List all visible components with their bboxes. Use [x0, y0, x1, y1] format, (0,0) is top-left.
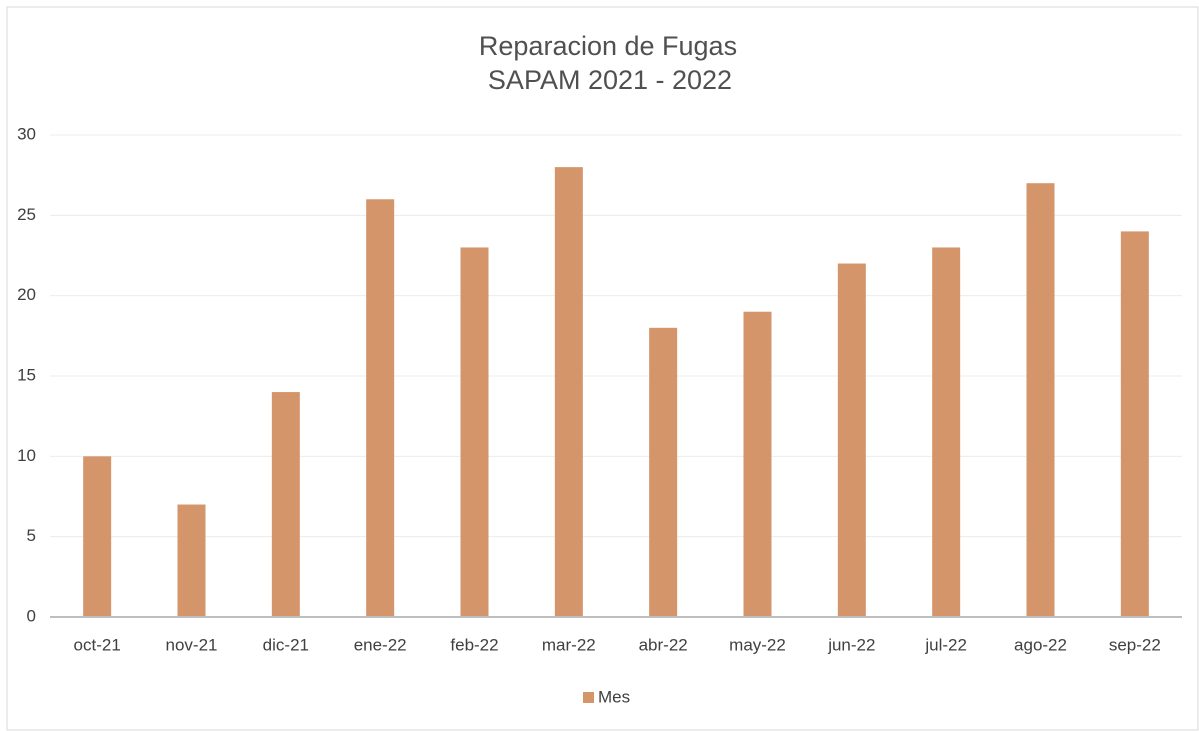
x-tick-label: oct-21 [74, 635, 121, 654]
bar [554, 167, 583, 617]
y-tick-label: 10 [17, 446, 36, 465]
x-tick-label: ago-22 [1014, 635, 1067, 654]
bar [1026, 183, 1055, 617]
bar [177, 504, 206, 617]
x-tick-label: may-22 [729, 635, 786, 654]
x-tick-label: dic-21 [263, 635, 309, 654]
y-tick-label: 20 [17, 285, 36, 304]
bar [649, 327, 678, 617]
y-tick-label: 5 [27, 526, 36, 545]
bar [1120, 231, 1149, 617]
y-tick-label: 30 [17, 124, 36, 143]
x-tick-label: ene-22 [354, 635, 407, 654]
x-tick-label: feb-22 [450, 635, 498, 654]
y-tick-label: 25 [17, 205, 36, 224]
bar [932, 247, 961, 617]
x-tick-label: abr-22 [639, 635, 688, 654]
bar [366, 199, 395, 617]
x-tick-label: mar-22 [542, 635, 596, 654]
chart-subtitle: SAPAM 2021 - 2022 [488, 65, 732, 95]
x-tick-label: nov-21 [166, 635, 218, 654]
bar [460, 247, 489, 617]
x-tick-label: jul-22 [924, 635, 967, 654]
bar [271, 392, 300, 617]
x-tick-label: sep-22 [1109, 635, 1161, 654]
x-tick-label: jun-22 [827, 635, 875, 654]
y-tick-label: 15 [17, 365, 36, 384]
legend-swatch [583, 692, 594, 703]
bar [83, 456, 112, 617]
bar [837, 263, 866, 617]
chart-title: Reparacion de Fugas [479, 31, 737, 61]
y-tick-label: 0 [27, 606, 36, 625]
chart-frame [6, 6, 1199, 731]
bar [743, 311, 772, 617]
legend-label: Mes [598, 687, 630, 706]
